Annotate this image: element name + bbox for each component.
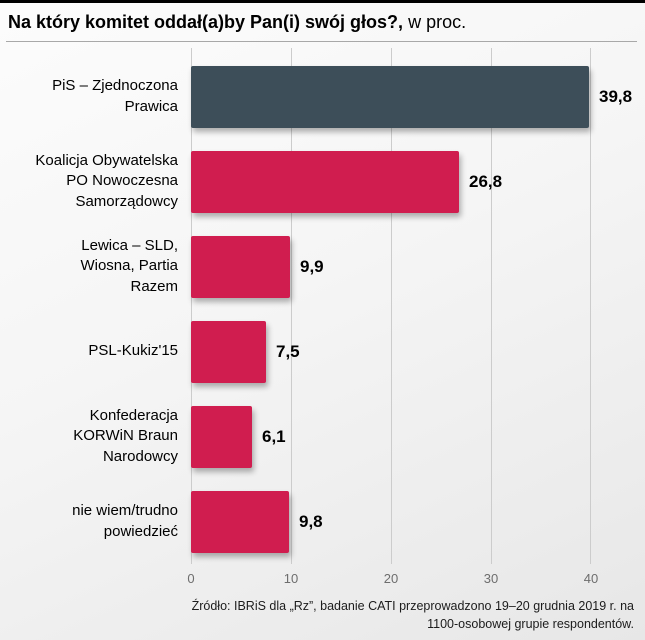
category-label: PSL-Kukiz'15 [88,342,178,360]
axis-tick: 10 [283,571,299,586]
category-label: nie wiem/trudno powiedzieć [72,502,178,540]
bar [191,320,266,383]
axis-tick: 40 [583,571,599,586]
chart-title: Na który komitet oddał(a)by Pan(i) swój … [6,9,637,42]
chart-title-question: Na który komitet oddał(a)by Pan(i) swój … [8,12,404,32]
bar-track: 6,1 [191,405,591,468]
value-label: 26,8 [469,171,503,191]
bar-track: 26,8 [191,150,591,213]
gridline [491,48,492,564]
axis-tick: 30 [483,571,499,586]
chart-row: PiS – Zjednoczona Prawica 39,8 [6,54,637,139]
value-label: 7,5 [276,341,300,361]
chart-row: PSL-Kukiz'15 7,5 [6,309,637,394]
bar [191,150,459,213]
category-label: Koalicja Obywatelska PO Nowoczesna Samor… [35,152,178,210]
chart-row: Konfederacja KORWiN Braun Narodowcy 6,1 [6,394,637,479]
value-label: 6,1 [262,426,286,446]
category-label: Lewica – SLD, Wiosna, Partia Razem [80,237,178,295]
category-label: Konfederacja KORWiN Braun Narodowcy [73,407,178,465]
axis-tick: 20 [383,571,399,586]
gridline [191,48,192,564]
gridlines [191,48,591,564]
bar [191,65,589,128]
value-label: 9,8 [299,511,323,531]
chart-title-unit: w proc. [403,12,467,32]
bar-track: 9,8 [191,490,591,553]
value-label: 9,9 [300,256,324,276]
x-axis: 0 10 20 30 40 [187,571,598,589]
bar-chart: PiS – Zjednoczona Prawica 39,8 Koalicja … [6,48,637,564]
axis-tick: 0 [187,571,195,586]
gridline [291,48,292,564]
chart-row: Koalicja Obywatelska PO Nowoczesna Samor… [6,139,637,224]
gridline [590,48,591,564]
bar-track: 9,9 [191,235,591,298]
source-note: Źródło: IBRiS dla „Rz”, badanie CATI prz… [191,599,634,631]
bar [191,405,252,468]
gridline [391,48,392,564]
chart-row: Lewica – SLD, Wiosna, Partia Razem 9,9 [6,224,637,309]
bar [191,490,289,553]
bar-track: 7,5 [191,320,591,383]
bar [191,235,290,298]
value-label: 39,8 [599,86,633,106]
chart-row: nie wiem/trudno powiedzieć 9,8 [6,479,637,564]
category-label: PiS – Zjednoczona Prawica [52,77,178,115]
bar-track: 39,8 [191,65,632,128]
